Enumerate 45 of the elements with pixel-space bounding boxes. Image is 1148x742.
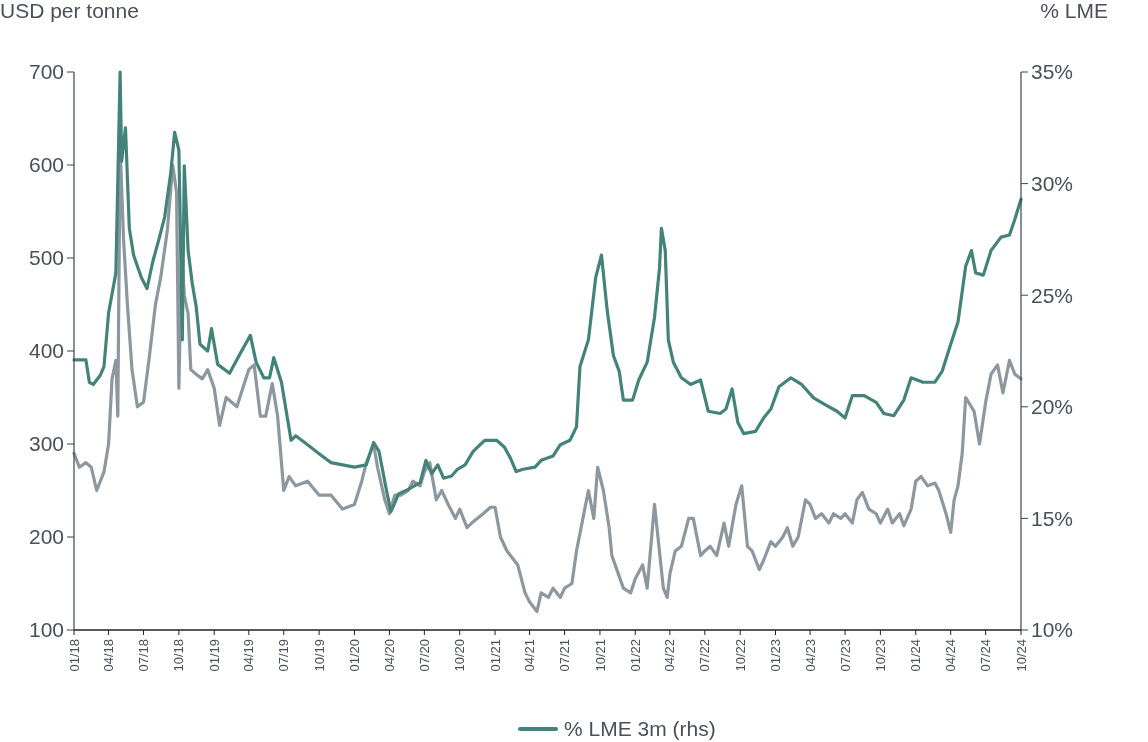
x-tick-label: 10/18 [171,639,187,672]
y-tick-label: 200 [28,525,64,549]
x-tick-label: 07/18 [136,639,152,672]
x-tick-label: 04/20 [381,639,397,672]
y2-tick-label: 15% [1031,506,1074,530]
x-tick-label: 04/21 [522,639,538,672]
x-tick-label: 10/23 [872,639,888,672]
x-tick-label: 07/24 [978,639,994,672]
y2-tick-label: 35% [1031,60,1074,84]
x-tick-label: 10/21 [592,639,608,672]
x-tick-label: 01/24 [908,639,924,672]
x-tick-label: 07/22 [697,639,713,672]
x-tick-label: 07/19 [276,639,292,672]
x-tick-label: 01/18 [66,639,82,672]
x-tick-label: 01/23 [768,639,784,672]
y-tick-label: 400 [28,339,64,363]
x-tick-label: 04/18 [101,639,117,672]
legend-label: % LME 3m (rhs) [564,717,716,741]
y-tick-label: 600 [28,153,64,177]
x-tick-label: 01/21 [487,639,503,672]
y2-tick-label: 20% [1031,395,1074,419]
x-tick-label: 04/23 [802,639,818,672]
y2-tick-label: 25% [1031,283,1074,307]
x-tick-label: 10/19 [311,639,327,672]
x-tick-label: 10/22 [732,639,748,672]
x-tick-label: 01/20 [347,639,362,672]
y-tick-label: 500 [28,246,64,270]
y-tick-label: 700 [28,60,64,84]
y-tick-label: 100 [28,618,64,642]
x-tick-label: 07/23 [837,639,853,672]
x-tick-label: 01/22 [627,639,643,672]
y-axis-title: USD per tonne [0,0,139,22]
y2-axis-title: % LME [1040,0,1108,22]
y2-tick-label: 30% [1031,171,1074,195]
x-tick-label: 07/21 [557,639,573,672]
x-tick-label: 01/19 [206,639,222,672]
x-tick-label: 07/20 [416,639,432,672]
y2-tick-label: 10% [1031,618,1074,642]
x-tick-label: 04/22 [662,639,678,672]
x-tick-label: 10/20 [452,639,468,672]
line-series [72,70,1023,514]
x-tick-label: 04/24 [943,639,959,672]
x-tick-label: 04/19 [241,639,257,672]
y-tick-label: 300 [28,432,64,456]
x-tick-label: 10/24 [1013,639,1029,672]
